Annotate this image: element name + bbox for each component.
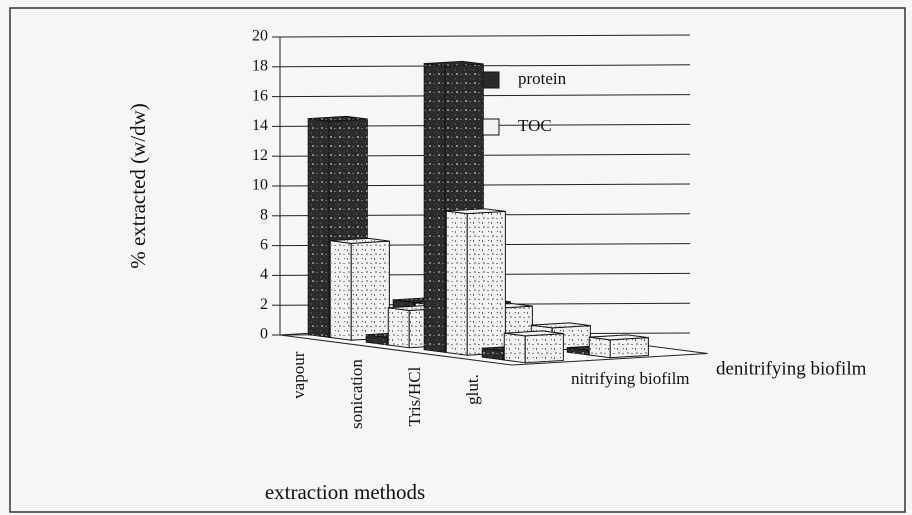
legend-swatch — [482, 118, 500, 136]
grid-line — [279, 64, 691, 68]
y-tick-label: 14 — [252, 117, 268, 134]
bar — [445, 208, 506, 356]
y-tick-label: 0 — [260, 326, 268, 343]
bar-texture — [504, 333, 526, 363]
depth-label: denitrifying biofilm — [716, 358, 867, 379]
frame — [9, 7, 906, 513]
bar-texture — [424, 61, 484, 67]
bar — [329, 237, 390, 341]
bar-texture — [308, 116, 368, 122]
x-tick-label: Tris/HCl — [405, 366, 424, 426]
bar-texture — [589, 334, 649, 340]
bar — [588, 334, 649, 359]
grid-line — [279, 94, 691, 98]
x-tick-label: vapour — [289, 351, 308, 399]
bar-texture — [504, 330, 564, 336]
y-tick-label: 18 — [252, 57, 268, 74]
bar-texture — [388, 307, 410, 348]
bar-texture — [424, 63, 446, 353]
bar-texture — [467, 211, 506, 356]
bar-texture — [531, 322, 591, 328]
bar-texture — [351, 241, 390, 341]
bar-texture — [482, 348, 504, 360]
bar-texture — [446, 208, 506, 214]
bar — [503, 330, 564, 364]
bar-texture — [567, 347, 589, 355]
y-axis-label: % extracted (w/dw) — [126, 103, 150, 269]
y-tick-label: 10 — [252, 177, 268, 194]
bar-texture — [308, 118, 330, 338]
y-tick-label: 16 — [252, 87, 268, 104]
bar-texture — [589, 337, 611, 358]
depth-label: nitrifying biofilm — [571, 369, 690, 388]
bar-texture — [525, 333, 564, 363]
x-tick-label: glut. — [463, 374, 482, 405]
y-tick-label: 6 — [260, 236, 268, 253]
y-tick-label: 4 — [260, 266, 268, 283]
y-tick-label: 2 — [260, 296, 268, 313]
bar — [307, 115, 368, 338]
legend-label: TOC — [518, 116, 552, 135]
y-tick-label: 20 — [252, 28, 268, 45]
bar-texture — [330, 240, 352, 341]
y-tick-label: 8 — [260, 206, 268, 223]
bar-texture — [366, 334, 388, 345]
bar-texture — [610, 337, 649, 358]
legend-label: protein — [518, 69, 567, 88]
y-tick-label: 12 — [252, 147, 268, 164]
bar-texture — [330, 238, 390, 244]
x-tick-label: sonication — [347, 359, 366, 429]
bar-texture — [446, 210, 468, 356]
legend-swatch — [482, 71, 500, 89]
x-axis-label: extraction methods — [265, 480, 425, 504]
grid-line — [279, 34, 691, 38]
